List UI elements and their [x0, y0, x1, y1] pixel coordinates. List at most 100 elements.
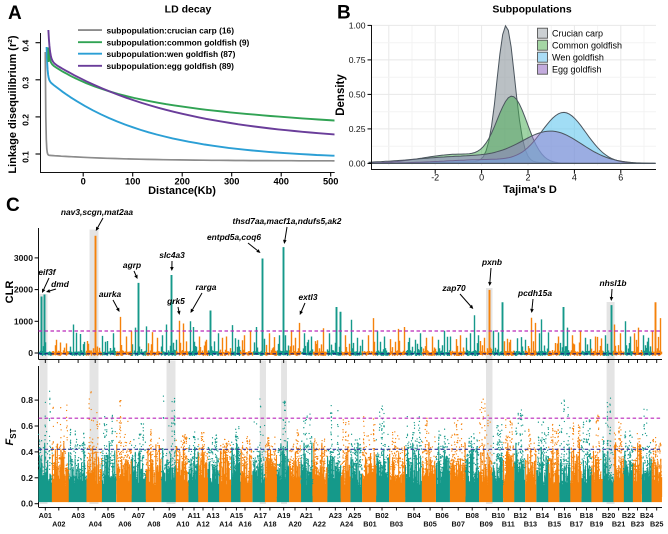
svg-text:slc4a3: slc4a3 [159, 250, 185, 260]
svg-text:0.2: 0.2 [21, 473, 33, 483]
svg-text:1.00: 1.00 [349, 20, 366, 30]
svg-text:A01: A01 [39, 511, 52, 520]
svg-text:Wen goldfish: Wen goldfish [552, 53, 604, 63]
svg-text:0.4: 0.4 [21, 40, 31, 52]
svg-text:0: 0 [81, 177, 86, 187]
svg-text:200: 200 [174, 177, 190, 187]
svg-text:0.50: 0.50 [349, 89, 366, 99]
svg-text:B22: B22 [622, 511, 635, 520]
svg-text:A18: A18 [263, 520, 276, 529]
svg-text:aurka: aurka [99, 289, 122, 299]
svg-text:A14: A14 [219, 520, 233, 529]
svg-text:thsd7aa,macf1a,ndufs5,ak2: thsd7aa,macf1a,ndufs5,ak2 [233, 216, 342, 226]
svg-text:B05: B05 [423, 520, 436, 529]
svg-text:B16: B16 [558, 511, 571, 520]
svg-text:A23: A23 [329, 511, 342, 520]
svg-text:300: 300 [224, 177, 240, 187]
svg-text:A24: A24 [340, 520, 354, 529]
svg-text:grk5: grk5 [166, 296, 185, 306]
svg-text:CLR: CLR [4, 281, 16, 304]
svg-text:B18: B18 [580, 511, 593, 520]
svg-text:0.6: 0.6 [21, 421, 33, 431]
svg-text:agrp: agrp [123, 260, 141, 270]
svg-text:0: 0 [479, 173, 484, 183]
svg-text:Egg goldfish: Egg goldfish [552, 65, 602, 75]
svg-text:A17: A17 [254, 511, 267, 520]
svg-text:4: 4 [572, 173, 577, 183]
svg-text:2: 2 [525, 173, 530, 183]
svg-text:A08: A08 [147, 520, 160, 529]
svg-text:B13: B13 [524, 520, 537, 529]
svg-text:1000: 1000 [14, 316, 33, 326]
svg-text:dmd: dmd [51, 279, 70, 289]
svg-text:nhsl1b: nhsl1b [600, 278, 627, 288]
svg-text:A19: A19 [277, 511, 290, 520]
svg-text:subpopulation:common goldfish: subpopulation:common goldfish (9) [107, 37, 250, 47]
svg-text:0.75: 0.75 [349, 55, 366, 65]
svg-text:3000: 3000 [14, 253, 33, 263]
svg-text:2000: 2000 [14, 285, 33, 295]
svg-text:A21: A21 [300, 511, 313, 520]
svg-text:Linkage disequilibrium (r²): Linkage disequilibrium (r²) [7, 35, 19, 173]
svg-text:A20: A20 [288, 520, 301, 529]
svg-text:A09: A09 [163, 511, 176, 520]
svg-text:rarga: rarga [196, 282, 217, 292]
svg-text:0: 0 [28, 348, 33, 358]
svg-text:B23: B23 [631, 520, 644, 529]
svg-text:B19: B19 [590, 520, 603, 529]
svg-text:0.3: 0.3 [21, 77, 31, 89]
svg-text:entpd5a,coq6: entpd5a,coq6 [207, 232, 261, 242]
svg-text:100: 100 [125, 177, 141, 187]
svg-text:0.00: 0.00 [349, 158, 366, 168]
svg-text:0.1: 0.1 [21, 151, 31, 163]
svg-text:A15: A15 [230, 511, 243, 520]
svg-text:A12: A12 [196, 520, 209, 529]
svg-text:B04: B04 [407, 511, 421, 520]
svg-text:500: 500 [323, 177, 339, 187]
svg-text:A03: A03 [71, 511, 84, 520]
svg-text:0.2: 0.2 [21, 114, 31, 126]
svg-text:A04: A04 [89, 520, 103, 529]
svg-text:A25: A25 [348, 511, 361, 520]
svg-text:Subpopulations: Subpopulations [492, 4, 571, 16]
svg-text:LD decay: LD decay [165, 4, 212, 16]
svg-text:0.25: 0.25 [349, 124, 366, 134]
svg-text:pcdh15a: pcdh15a [517, 288, 552, 298]
svg-text:B02: B02 [375, 511, 388, 520]
svg-text:subpopulation:crucian carp (16: subpopulation:crucian carp (16) [107, 25, 235, 35]
svg-text:B06: B06 [435, 511, 448, 520]
svg-text:Tajima's D: Tajima's D [503, 184, 557, 196]
svg-text:6: 6 [618, 173, 623, 183]
svg-text:A05: A05 [101, 511, 114, 520]
svg-text:Common goldfish: Common goldfish [552, 41, 622, 51]
svg-text:C: C [6, 195, 20, 216]
svg-text:400: 400 [273, 177, 289, 187]
svg-text:B15: B15 [548, 520, 561, 529]
svg-text:B24: B24 [640, 511, 654, 520]
svg-text:A02: A02 [52, 520, 65, 529]
svg-text:A: A [8, 3, 22, 24]
svg-text:B03: B03 [390, 520, 403, 529]
svg-text:Crucian carp: Crucian carp [552, 29, 603, 39]
svg-text:nav3,scgn,mat2aa: nav3,scgn,mat2aa [61, 207, 133, 217]
svg-text:subpopulation:egg goldfish (89: subpopulation:egg goldfish (89) [107, 61, 235, 71]
svg-text:Distance(Kb): Distance(Kb) [148, 185, 216, 197]
svg-text:0.8: 0.8 [21, 395, 33, 405]
svg-text:0.4: 0.4 [21, 447, 33, 457]
svg-text:B12: B12 [514, 511, 527, 520]
svg-text:B08: B08 [466, 511, 479, 520]
svg-text:A11: A11 [188, 511, 201, 520]
svg-text:B25: B25 [650, 520, 663, 529]
svg-text:A10: A10 [176, 520, 189, 529]
svg-text:Density: Density [335, 74, 347, 116]
svg-text:zap70: zap70 [441, 283, 466, 293]
svg-text:B: B [337, 3, 351, 24]
svg-text:B17: B17 [570, 520, 583, 529]
svg-text:-2: -2 [431, 173, 439, 183]
svg-text:A22: A22 [313, 520, 326, 529]
svg-text:A07: A07 [132, 511, 145, 520]
svg-text:B21: B21 [612, 520, 625, 529]
svg-text:B07: B07 [452, 520, 465, 529]
svg-text:B20: B20 [602, 511, 615, 520]
svg-text:B10: B10 [492, 511, 505, 520]
